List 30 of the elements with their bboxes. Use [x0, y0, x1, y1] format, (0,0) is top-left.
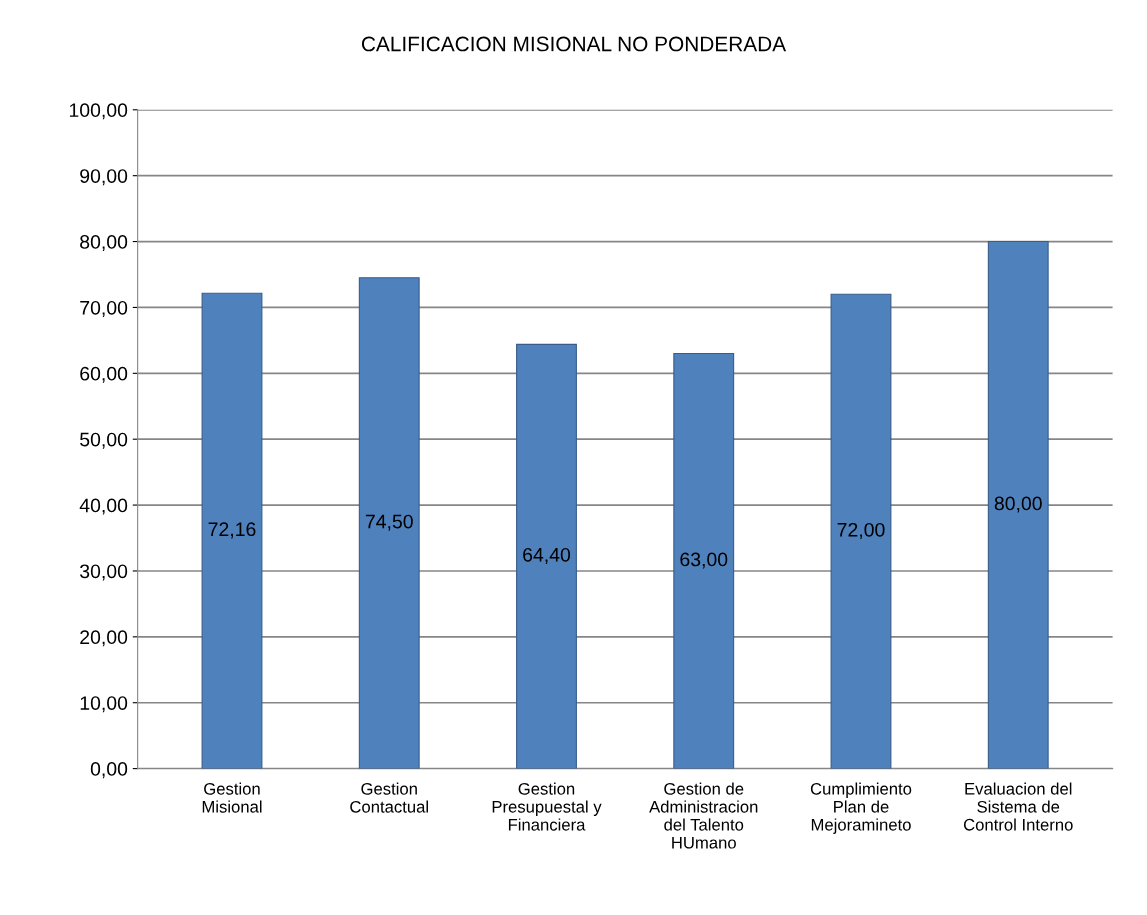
y-tick-label: 70,00 [80, 300, 128, 317]
data-label: 64,40 [523, 547, 571, 564]
x-tick-label: Gestion Contactual [350, 782, 428, 813]
y-tick-label: 80,00 [80, 235, 128, 252]
x-tick-label: Evaluacion del Sistema de Control Interno [963, 782, 1073, 831]
data-label: 72,16 [208, 522, 256, 539]
y-tick-label: 20,00 [80, 630, 128, 647]
y-tick-label: 0,00 [90, 762, 128, 779]
y-tick-label: 40,00 [79, 498, 128, 515]
x-tick-label: Cumplimiento Plan de Mejoramineto [810, 782, 912, 834]
y-tick-label: 90,00 [80, 169, 128, 186]
data-label: 72,00 [837, 522, 885, 539]
data-label: 74,50 [365, 514, 413, 531]
y-tick-label: 50,00 [80, 432, 128, 449]
x-tick-label: Gestion Presupuestal y Financiera [492, 782, 602, 831]
y-tick-label: 10,00 [80, 696, 128, 713]
bar [830, 293, 892, 769]
x-tick-label: Gestion de Administracion del Talento HUmano [649, 782, 758, 849]
bar [673, 353, 735, 769]
bar [516, 343, 577, 769]
data-label: 80,00 [994, 496, 1042, 513]
bar [358, 277, 420, 769]
y-tick-label: 60,00 [80, 366, 128, 383]
y-tick-label: 30,00 [80, 564, 128, 581]
data-label: 63,00 [680, 552, 728, 569]
bar [987, 241, 1049, 769]
bar [201, 292, 263, 769]
y-tick-label: 100,00 [69, 103, 128, 120]
chart-title: CALIFICACION MISIONAL NO PONDERADA [361, 36, 787, 52]
x-tick-label: Gestion Misional [202, 782, 262, 813]
